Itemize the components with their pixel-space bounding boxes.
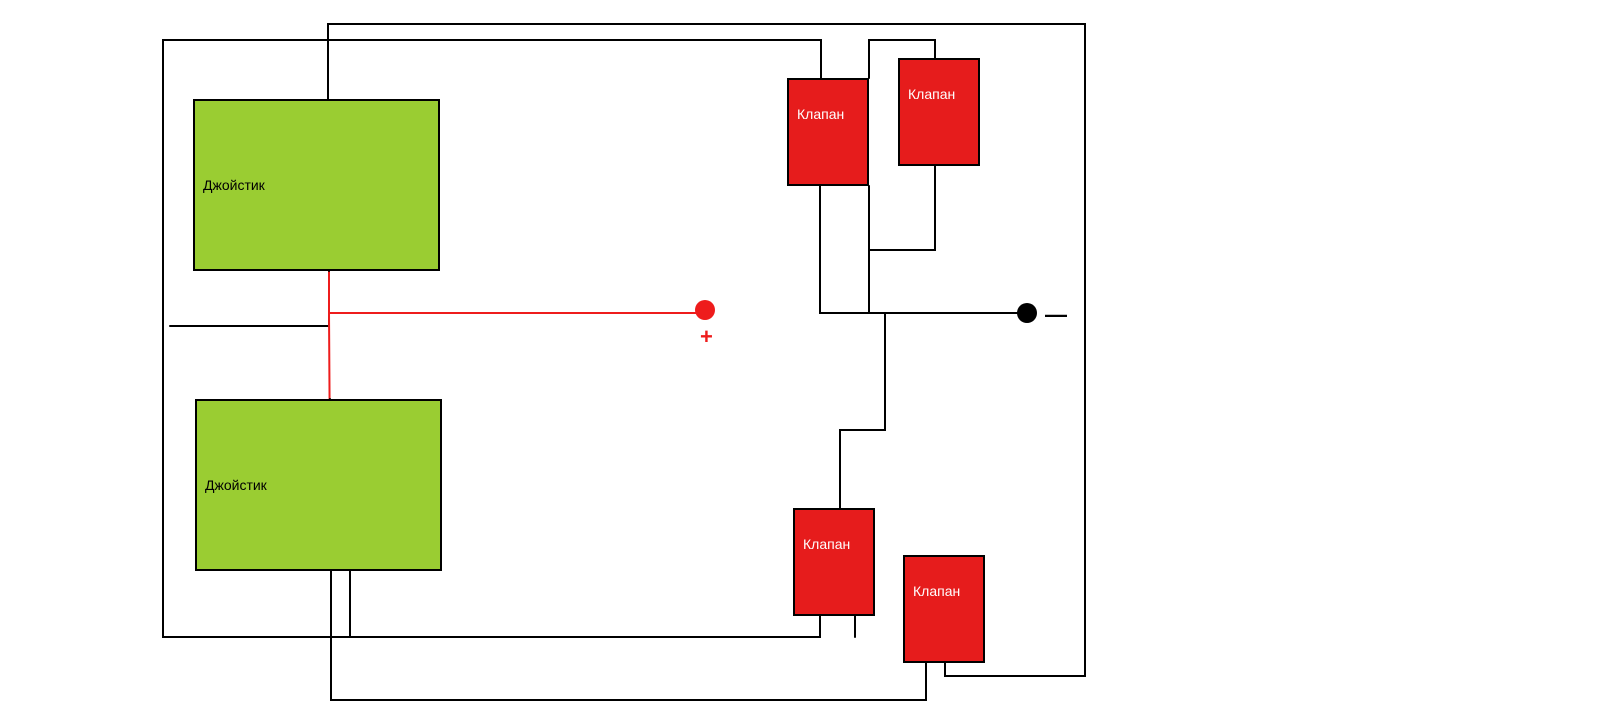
- valve-1: Клапан: [787, 78, 869, 186]
- plus-terminal: [695, 300, 715, 320]
- valve-2: Клапан: [898, 58, 980, 166]
- valve-1-label: Клапан: [797, 106, 844, 122]
- minus-terminal: [1017, 303, 1037, 323]
- plus-terminal-label: +: [700, 324, 713, 350]
- minus-terminal-label: —: [1045, 302, 1067, 328]
- valve-4-label: Клапан: [913, 583, 960, 599]
- joystick-2-label: Джойстик: [205, 477, 267, 493]
- valve-4: Клапан: [903, 555, 985, 663]
- valve-3-label: Клапан: [803, 536, 850, 552]
- joystick-1-label: Джойстик: [203, 177, 265, 193]
- joystick-2: Джойстик: [195, 399, 442, 571]
- joystick-1: Джойстик: [193, 99, 440, 271]
- valve-2-label: Клапан: [908, 86, 955, 102]
- valve-3: Клапан: [793, 508, 875, 616]
